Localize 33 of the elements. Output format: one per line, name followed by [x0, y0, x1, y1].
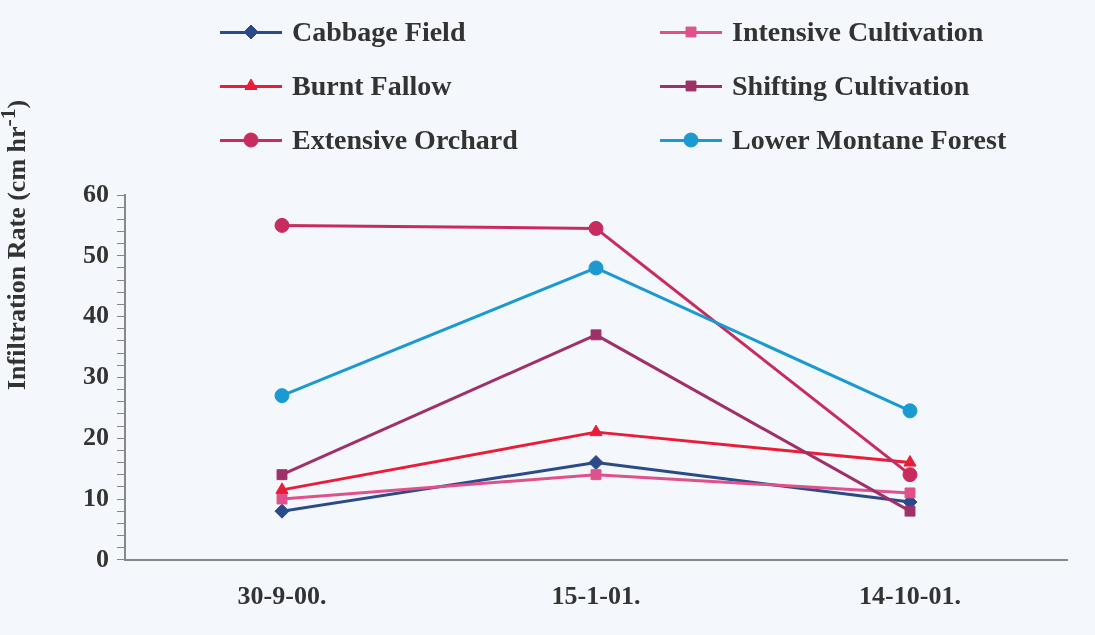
- legend-label: Burnt Fallow: [292, 70, 452, 102]
- point: [274, 388, 290, 404]
- point: [590, 329, 602, 341]
- x-tick-label: 30-9-00.: [237, 581, 327, 611]
- point: [588, 455, 604, 471]
- x-tick-label: 14-10-01.: [859, 581, 961, 611]
- point: [590, 469, 602, 481]
- point: [904, 487, 916, 499]
- point: [276, 469, 288, 481]
- legend-label: Shifting Cultivation: [732, 70, 970, 102]
- y-tick-label: 50: [83, 239, 109, 269]
- point: [274, 503, 290, 519]
- y-tick-label: 10: [83, 482, 109, 512]
- point: [274, 217, 290, 233]
- y-tick-label: 0: [96, 543, 109, 573]
- legend-label: Intensive Cultivation: [732, 16, 984, 48]
- point: [275, 482, 289, 494]
- x-tick-label: 15-1-01.: [551, 581, 641, 611]
- point: [588, 220, 604, 236]
- legend-label: Cabbage Field: [292, 16, 466, 48]
- point: [902, 467, 918, 483]
- y-tick-label: 20: [83, 421, 109, 451]
- point: [904, 505, 916, 517]
- legend-label: Lower Montane Forest: [732, 124, 1007, 156]
- legend-label: Extensive Orchard: [292, 124, 518, 156]
- y-tick-label: 60: [83, 178, 109, 208]
- y-tick-label: 30: [83, 361, 109, 391]
- point: [589, 424, 603, 437]
- point: [276, 493, 288, 505]
- point: [903, 455, 917, 467]
- point: [902, 403, 918, 419]
- y-tick-label: 40: [83, 300, 109, 330]
- point: [588, 260, 604, 276]
